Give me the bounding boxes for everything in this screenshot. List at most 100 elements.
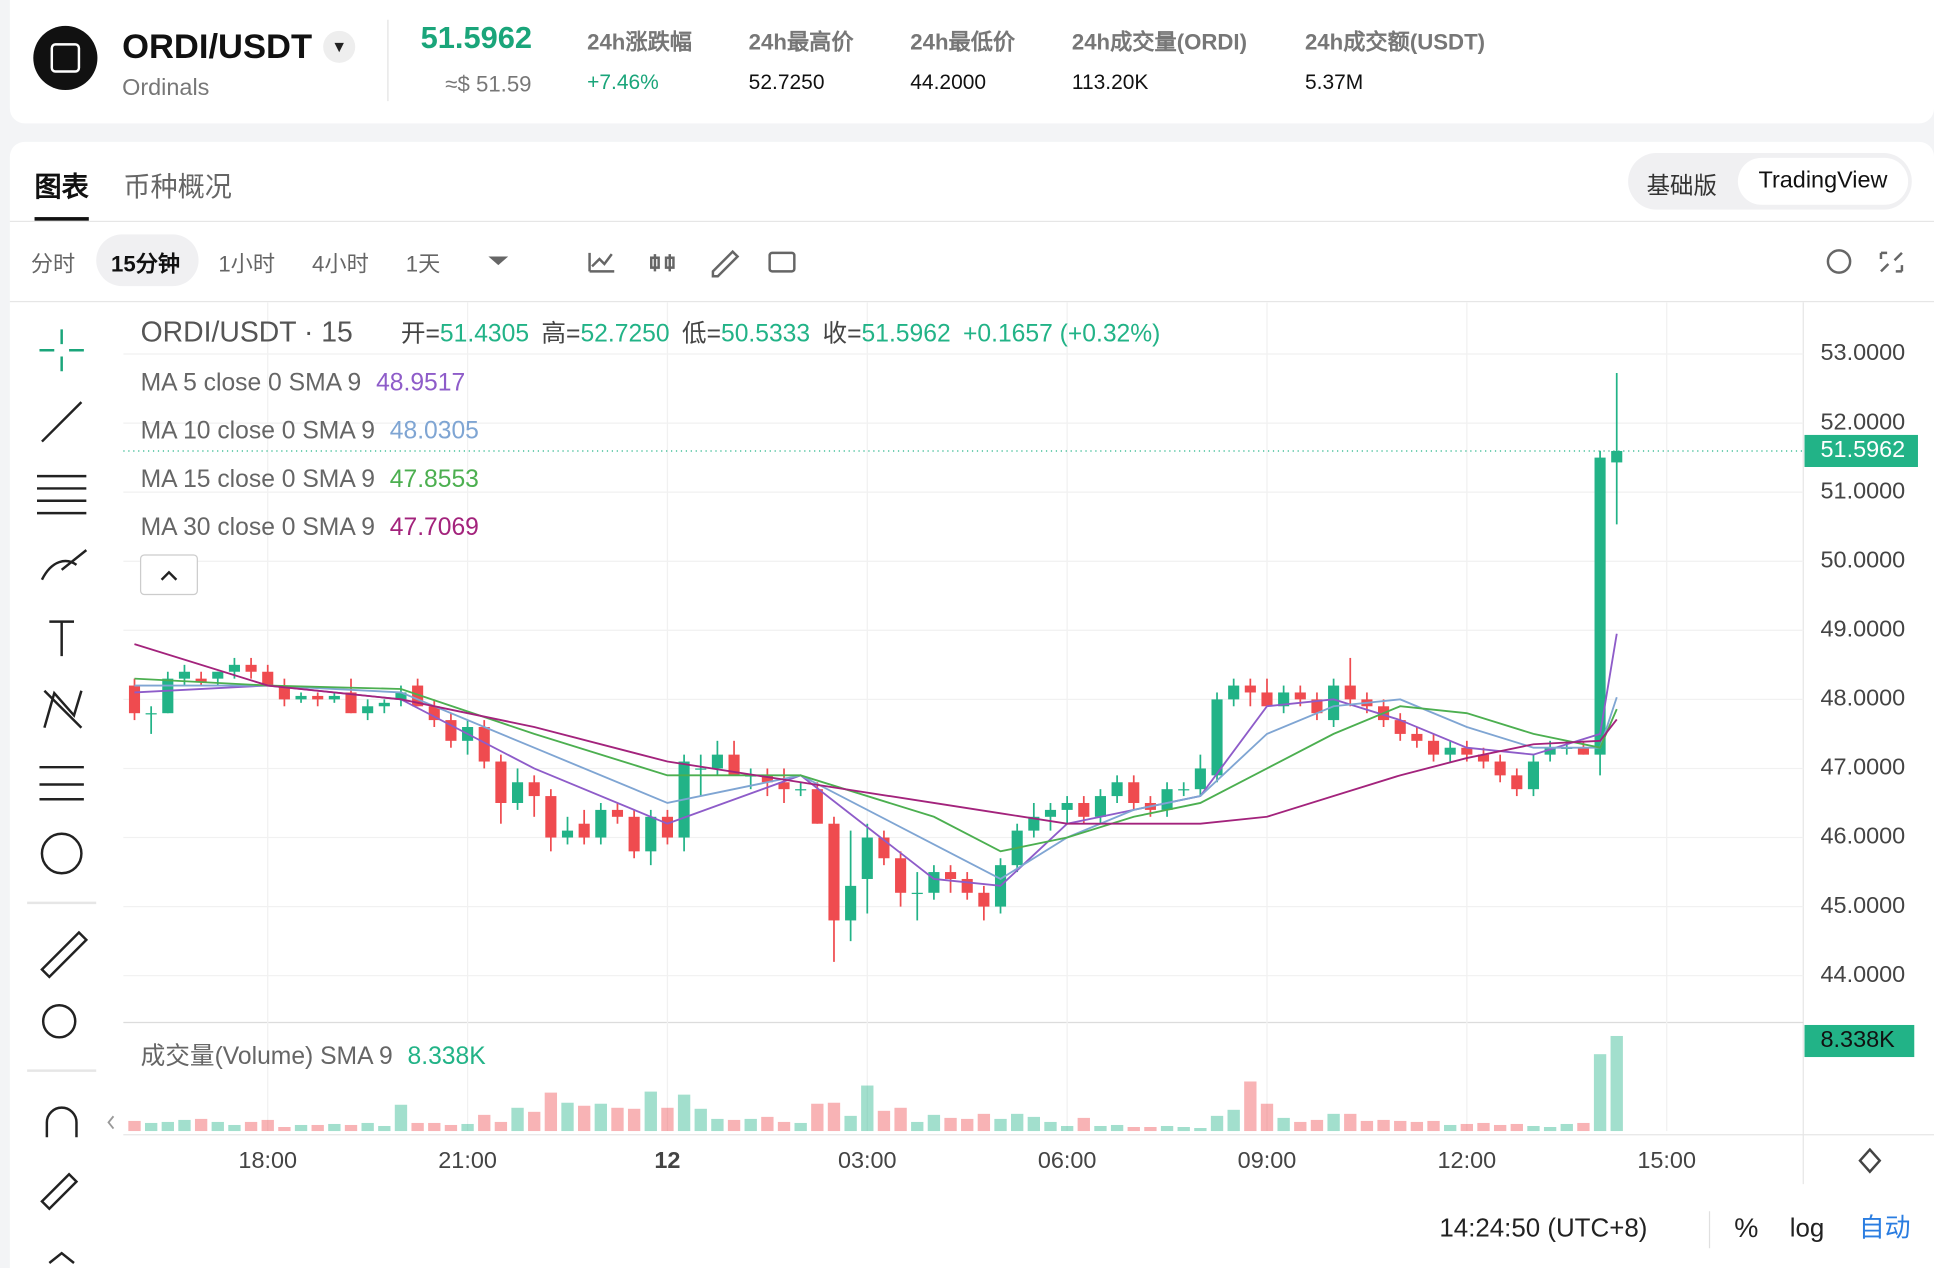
candle-body — [428, 706, 440, 721]
text-tool[interactable] — [49, 620, 75, 657]
x-tick-label: 09:00 — [1238, 1147, 1297, 1173]
volume-bar — [361, 1122, 374, 1132]
volume-bar — [877, 1110, 891, 1132]
clock: 14:24:50 (UTC+8) — [1439, 1215, 1647, 1243]
volume-bar — [1127, 1127, 1140, 1132]
volume-bar — [1460, 1123, 1474, 1132]
candle-body — [1394, 720, 1406, 734]
tab[interactable]: 图表 — [34, 171, 89, 203]
volume-bar — [261, 1119, 274, 1132]
volume-bar — [661, 1107, 674, 1132]
symbol-dropdown[interactable]: ▼ — [323, 30, 356, 63]
volume-bar — [944, 1117, 957, 1132]
collapse-button[interactable] — [139, 554, 198, 596]
interval[interactable]: 1天 — [405, 251, 441, 277]
replay-button[interactable] — [1826, 249, 1852, 274]
percent-button[interactable]: % — [1734, 1212, 1758, 1243]
volume-bar — [394, 1104, 408, 1132]
volume-bar — [1493, 1124, 1507, 1132]
ohlc-value: 51.5962 — [862, 320, 951, 347]
candle-body — [212, 671, 224, 679]
candle-body — [145, 713, 157, 715]
snapshot-button[interactable] — [768, 251, 796, 273]
auto-button[interactable]: 自动 — [1859, 1214, 1911, 1243]
symbol-interval: ORDI/USDT · 15 — [141, 317, 353, 349]
ohlc-label: 低= — [682, 319, 721, 347]
fullscreen-button[interactable] — [1879, 251, 1904, 273]
ma-value: 47.7069 — [390, 513, 479, 540]
stat-label: 24h最高价 — [748, 29, 854, 55]
volume-bar — [1011, 1113, 1024, 1132]
fib-tool[interactable] — [37, 474, 87, 515]
line-tool[interactable] — [41, 401, 83, 443]
candle-body — [628, 816, 640, 852]
y-tick-label: 51.0000 — [1821, 477, 1906, 503]
volume-bar — [461, 1123, 474, 1132]
volume-bar — [378, 1125, 391, 1132]
ruler-tool[interactable] — [40, 930, 89, 979]
candle-body — [795, 789, 807, 791]
tab[interactable]: 币种概况 — [123, 171, 232, 203]
volume-bar — [744, 1118, 757, 1132]
magnet-tool[interactable] — [45, 1106, 78, 1138]
candle-body — [1494, 761, 1506, 776]
volume-bar — [1394, 1120, 1407, 1132]
brush-tool[interactable] — [40, 549, 88, 581]
interval[interactable]: 1小时 — [218, 251, 276, 277]
volume-bar — [544, 1092, 558, 1132]
ma-line — [134, 633, 1618, 887]
view-mode[interactable]: 基础版 — [1646, 173, 1717, 200]
ma-line — [134, 677, 1618, 853]
candle-body — [1427, 740, 1440, 755]
volume-bar — [1110, 1124, 1124, 1132]
volume-bar — [977, 1113, 991, 1132]
candle-body — [195, 678, 207, 683]
candle-body — [1111, 782, 1123, 797]
scroll-left[interactable] — [107, 1115, 115, 1130]
x-tick-label: 15:00 — [1637, 1147, 1696, 1173]
view-mode[interactable]: TradingView — [1737, 157, 1909, 205]
indicator-button[interactable] — [588, 252, 615, 273]
ma-legend: MA 15 close 0 SMA 9 47.8553 — [141, 465, 479, 492]
y-tick-label: 53.0000 — [1821, 339, 1906, 365]
interval[interactable]: 4小时 — [312, 251, 369, 277]
ma-line — [134, 684, 1618, 880]
candle-body — [328, 695, 340, 700]
log-button[interactable]: log — [1790, 1215, 1825, 1243]
price-usd: ≈$ 51.59 — [445, 71, 532, 97]
divider — [387, 19, 389, 102]
volume-bar — [811, 1103, 824, 1132]
stat-label: 24h最低价 — [910, 29, 1016, 55]
interval[interactable]: 分时 — [30, 251, 76, 277]
interval[interactable]: 15分钟 — [111, 251, 181, 277]
volume-bar — [144, 1122, 158, 1132]
candle-type-button[interactable] — [650, 254, 675, 272]
emoji-tool[interactable] — [40, 832, 83, 875]
pattern-tool[interactable] — [43, 689, 83, 729]
more-intervals[interactable] — [488, 256, 509, 266]
volume-bar — [794, 1122, 807, 1132]
volume-bar — [711, 1118, 724, 1132]
draw-button[interactable] — [711, 249, 740, 278]
price: 51.5962 — [420, 20, 533, 56]
volume-bar — [1477, 1122, 1490, 1132]
zoom-tool[interactable] — [41, 1004, 77, 1039]
coin-name: Ordinals — [122, 75, 210, 102]
volume-bar — [178, 1119, 191, 1132]
volume-bar — [577, 1105, 591, 1132]
symbol[interactable]: ORDI/USDT — [122, 27, 313, 66]
candle-body — [128, 685, 141, 714]
volume-bar — [1593, 1054, 1607, 1132]
crosshair-tool[interactable] — [39, 329, 84, 372]
settings-button[interactable] — [1858, 1147, 1882, 1174]
candle-body — [1161, 789, 1173, 810]
lock-draw-tool[interactable] — [40, 1172, 79, 1211]
ma-legend: MA 30 close 0 SMA 9 47.7069 — [141, 513, 479, 540]
stat-label: 24h成交量(ORDI) — [1071, 29, 1248, 55]
candle-body — [1328, 685, 1340, 721]
volume-bar — [1244, 1081, 1257, 1132]
volume-bar — [1427, 1120, 1440, 1132]
forecast-tool[interactable] — [39, 765, 84, 801]
trash-tool[interactable] — [48, 1251, 75, 1264]
